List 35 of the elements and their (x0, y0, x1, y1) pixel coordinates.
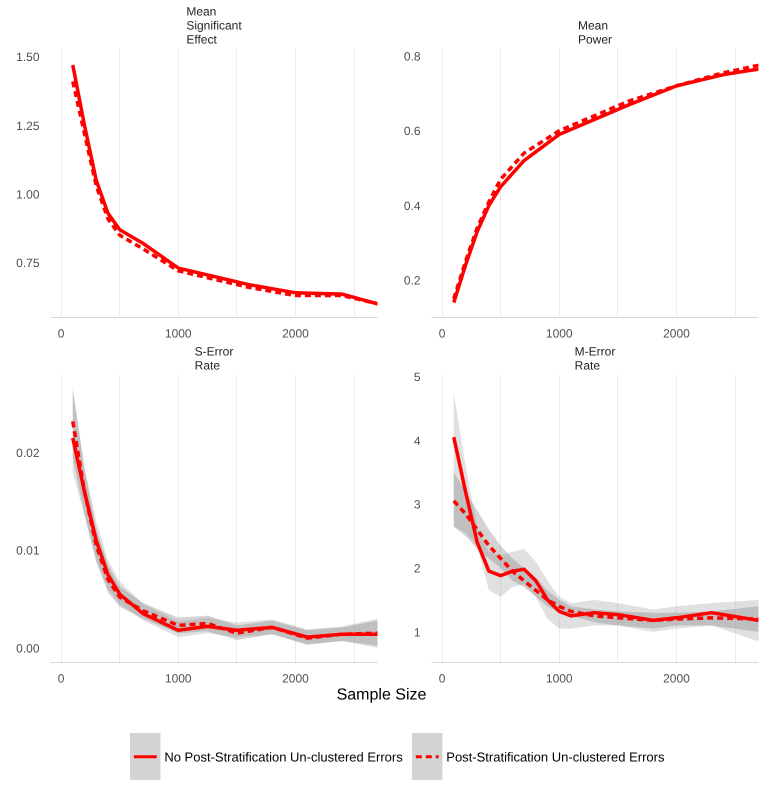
x-tick-label: 1000 (546, 326, 573, 340)
y-tick-label: 0.75 (16, 256, 40, 270)
y-tick-label: 3 (414, 498, 421, 512)
y-tick-label: 1.50 (16, 50, 40, 64)
legend-label: No Post-Stratification Un-clustered Errors (164, 749, 404, 764)
chart-title: Mean Significant Effect (186, 4, 242, 46)
x-tick-label: 2000 (663, 326, 690, 340)
y-tick-label: 1.25 (16, 118, 40, 133)
x-tick-label: 0 (438, 672, 446, 686)
y-tick-label: 5 (414, 370, 421, 384)
y-tick-label: 0.4 (404, 198, 421, 213)
x-tick-label: 1000 (164, 672, 192, 686)
x-tick-label: 2000 (282, 326, 310, 340)
chart-title: S-Error Rate (194, 344, 234, 372)
x-tick-label: 1000 (546, 672, 573, 686)
x-tick-label: 1000 (164, 326, 192, 340)
y-tick-label: 0.02 (16, 446, 40, 460)
chart-title: Mean Power (578, 18, 612, 46)
x-tick-label: 2000 (282, 672, 310, 686)
y-tick-label: 0.6 (404, 124, 421, 138)
y-tick-label: 4 (414, 434, 421, 448)
x-tick-label: 0 (58, 672, 65, 686)
y-tick-label: 1 (414, 625, 421, 640)
y-tick-label: 0.00 (16, 641, 40, 656)
y-tick-label: 0.01 (16, 544, 40, 558)
y-tick-label: 0.8 (404, 49, 421, 64)
y-tick-label: 1.00 (16, 187, 40, 202)
x-axis-title: Sample Size (336, 686, 427, 704)
x-tick-label: 0 (438, 326, 446, 340)
legend-label: Post-Stratification Un-clustered Errors (446, 749, 665, 764)
y-tick-label: 0.2 (404, 274, 421, 288)
y-tick-label: 2 (414, 561, 421, 576)
x-tick-label: 2000 (663, 672, 690, 686)
chart-title: M-Error Rate (574, 344, 616, 372)
x-tick-label: 0 (58, 326, 65, 340)
